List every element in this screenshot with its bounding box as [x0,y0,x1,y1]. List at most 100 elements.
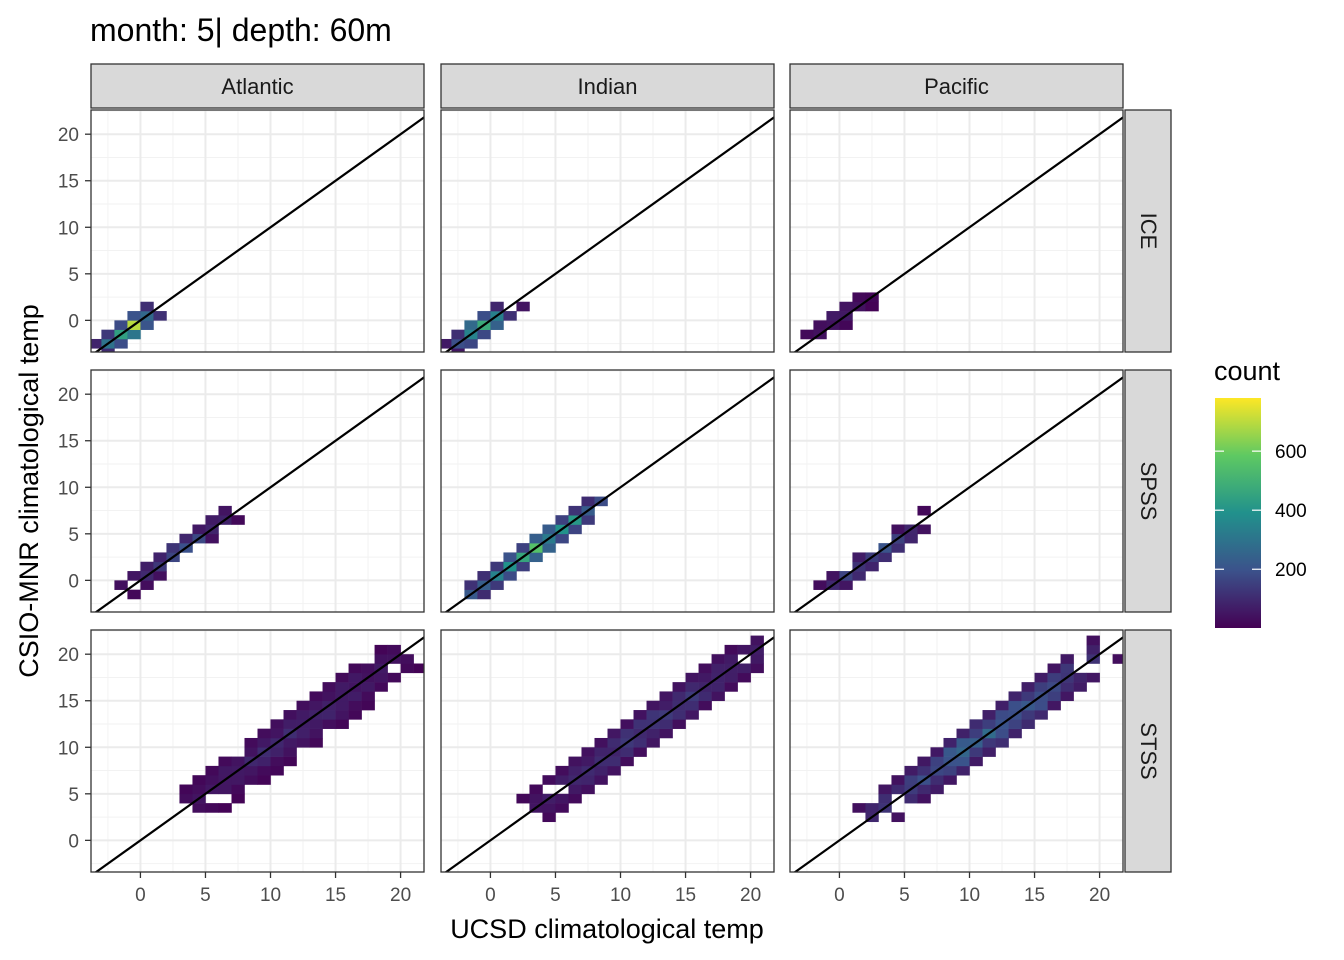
row-strip-ice [1124,109,1172,353]
y-tick-label: 0 [68,571,79,592]
heatmap-bin [995,728,1009,739]
heatmap-bin [218,756,232,767]
heatmap-bin [672,691,686,702]
heatmap-bin [270,765,284,776]
heatmap-bin [542,524,556,535]
heatmap-bin [348,663,362,674]
heatmap-bin [607,765,621,776]
column-strip-label: Indian [578,74,638,99]
heatmap-bin [995,710,1009,720]
heatmap-bin [542,812,556,823]
bin-cells [516,635,764,823]
heatmap-bin [982,737,996,748]
heatmap-bin [594,765,608,776]
heatmap-bin [1034,672,1048,683]
heatmap-bin [891,784,905,795]
heatmap-bin [594,737,608,748]
heatmap-bin [839,301,853,312]
heatmap-bin [685,710,699,720]
heatmap-bin [581,496,595,507]
heatmap-bin [542,803,556,813]
heatmap-bin [1021,710,1035,720]
heatmap-bin [555,515,569,525]
heatmap-bin [296,737,310,748]
heatmap-bin [192,524,206,535]
heatmap-bin [477,571,491,581]
heatmap-bin [813,320,827,330]
heatmap-bin [581,775,595,785]
heatmap-bin [943,775,957,785]
x-tick-label: 5 [200,885,211,906]
heatmap-bin [309,719,323,729]
heatmap-bin [1047,672,1061,683]
heatmap-bin [322,682,336,692]
heatmap-bin [750,654,764,664]
panel-indian-spss [440,369,775,613]
heatmap-bin [956,765,970,776]
heatmap-bin [839,580,853,590]
x-tick-label: 0 [834,885,845,906]
heatmap-bin [1008,700,1022,711]
heatmap-bin [891,524,905,535]
heatmap-bin [283,719,297,729]
heatmap-bin [969,728,983,739]
heatmap-bin [724,654,738,664]
heatmap-bin [374,682,388,692]
heatmap-bin [982,719,996,729]
heatmap-bin [244,737,258,748]
heatmap-bin [490,320,504,330]
heatmap-bin [283,747,297,757]
x-axis-title: UCSD climatological temp [450,914,764,944]
panel-border [90,109,425,353]
heatmap-bin [568,505,582,516]
heatmap-bin [153,311,167,321]
heatmap-bin [1047,691,1061,702]
heatmap-bin [335,719,349,729]
heatmap-bin [114,580,128,590]
heatmap-bin [659,700,673,711]
x-tick-label: 5 [550,885,561,906]
heatmap-bin [1060,663,1074,674]
heatmap-bin [659,719,673,729]
heatmap-bin [917,505,931,516]
y-tick-label: 20 [58,645,79,666]
heatmap-bin [179,793,193,804]
heatmap-bin [361,700,375,711]
legend-title: count [1214,356,1281,386]
heatmap-bin [451,329,465,340]
heatmap-bin [516,301,530,312]
heatmap-bin [1034,700,1048,711]
heatmap-bin [685,672,699,683]
heatmap-bin [568,793,582,804]
heatmap-bin [179,784,193,795]
heatmap-bin [1047,663,1061,674]
column-strip-label: Atlantic [221,74,293,99]
heatmap-bin [218,765,232,776]
heatmap-bin [826,571,840,581]
heatmap-bin [542,543,556,553]
heatmap-bin [594,747,608,757]
heatmap-bin [270,747,284,757]
heatmap-bin [555,793,569,804]
heatmap-bin [930,784,944,795]
heatmap-bin [244,775,258,785]
heatmap-bin [127,589,141,600]
heatmap-bin [231,775,245,785]
heatmap-bin [270,728,284,739]
heatmap-bin [555,803,569,813]
heatmap-bin [581,784,595,795]
heatmap-bin [555,533,569,544]
heatmap-bin [257,728,271,739]
heatmap-bin [917,524,931,535]
heatmap-bin [1047,700,1061,711]
heatmap-bin [231,784,245,795]
panel-pacific-ice [789,109,1124,353]
heatmap-bin [943,747,957,757]
identity-reference-line [793,116,1123,352]
heatmap-bin [904,793,918,804]
heatmap-bin [529,533,543,544]
heatmap-bin [477,311,491,321]
heatmap-bin [1060,682,1074,692]
heatmap-bin [270,719,284,729]
heatmap-bin [698,663,712,674]
